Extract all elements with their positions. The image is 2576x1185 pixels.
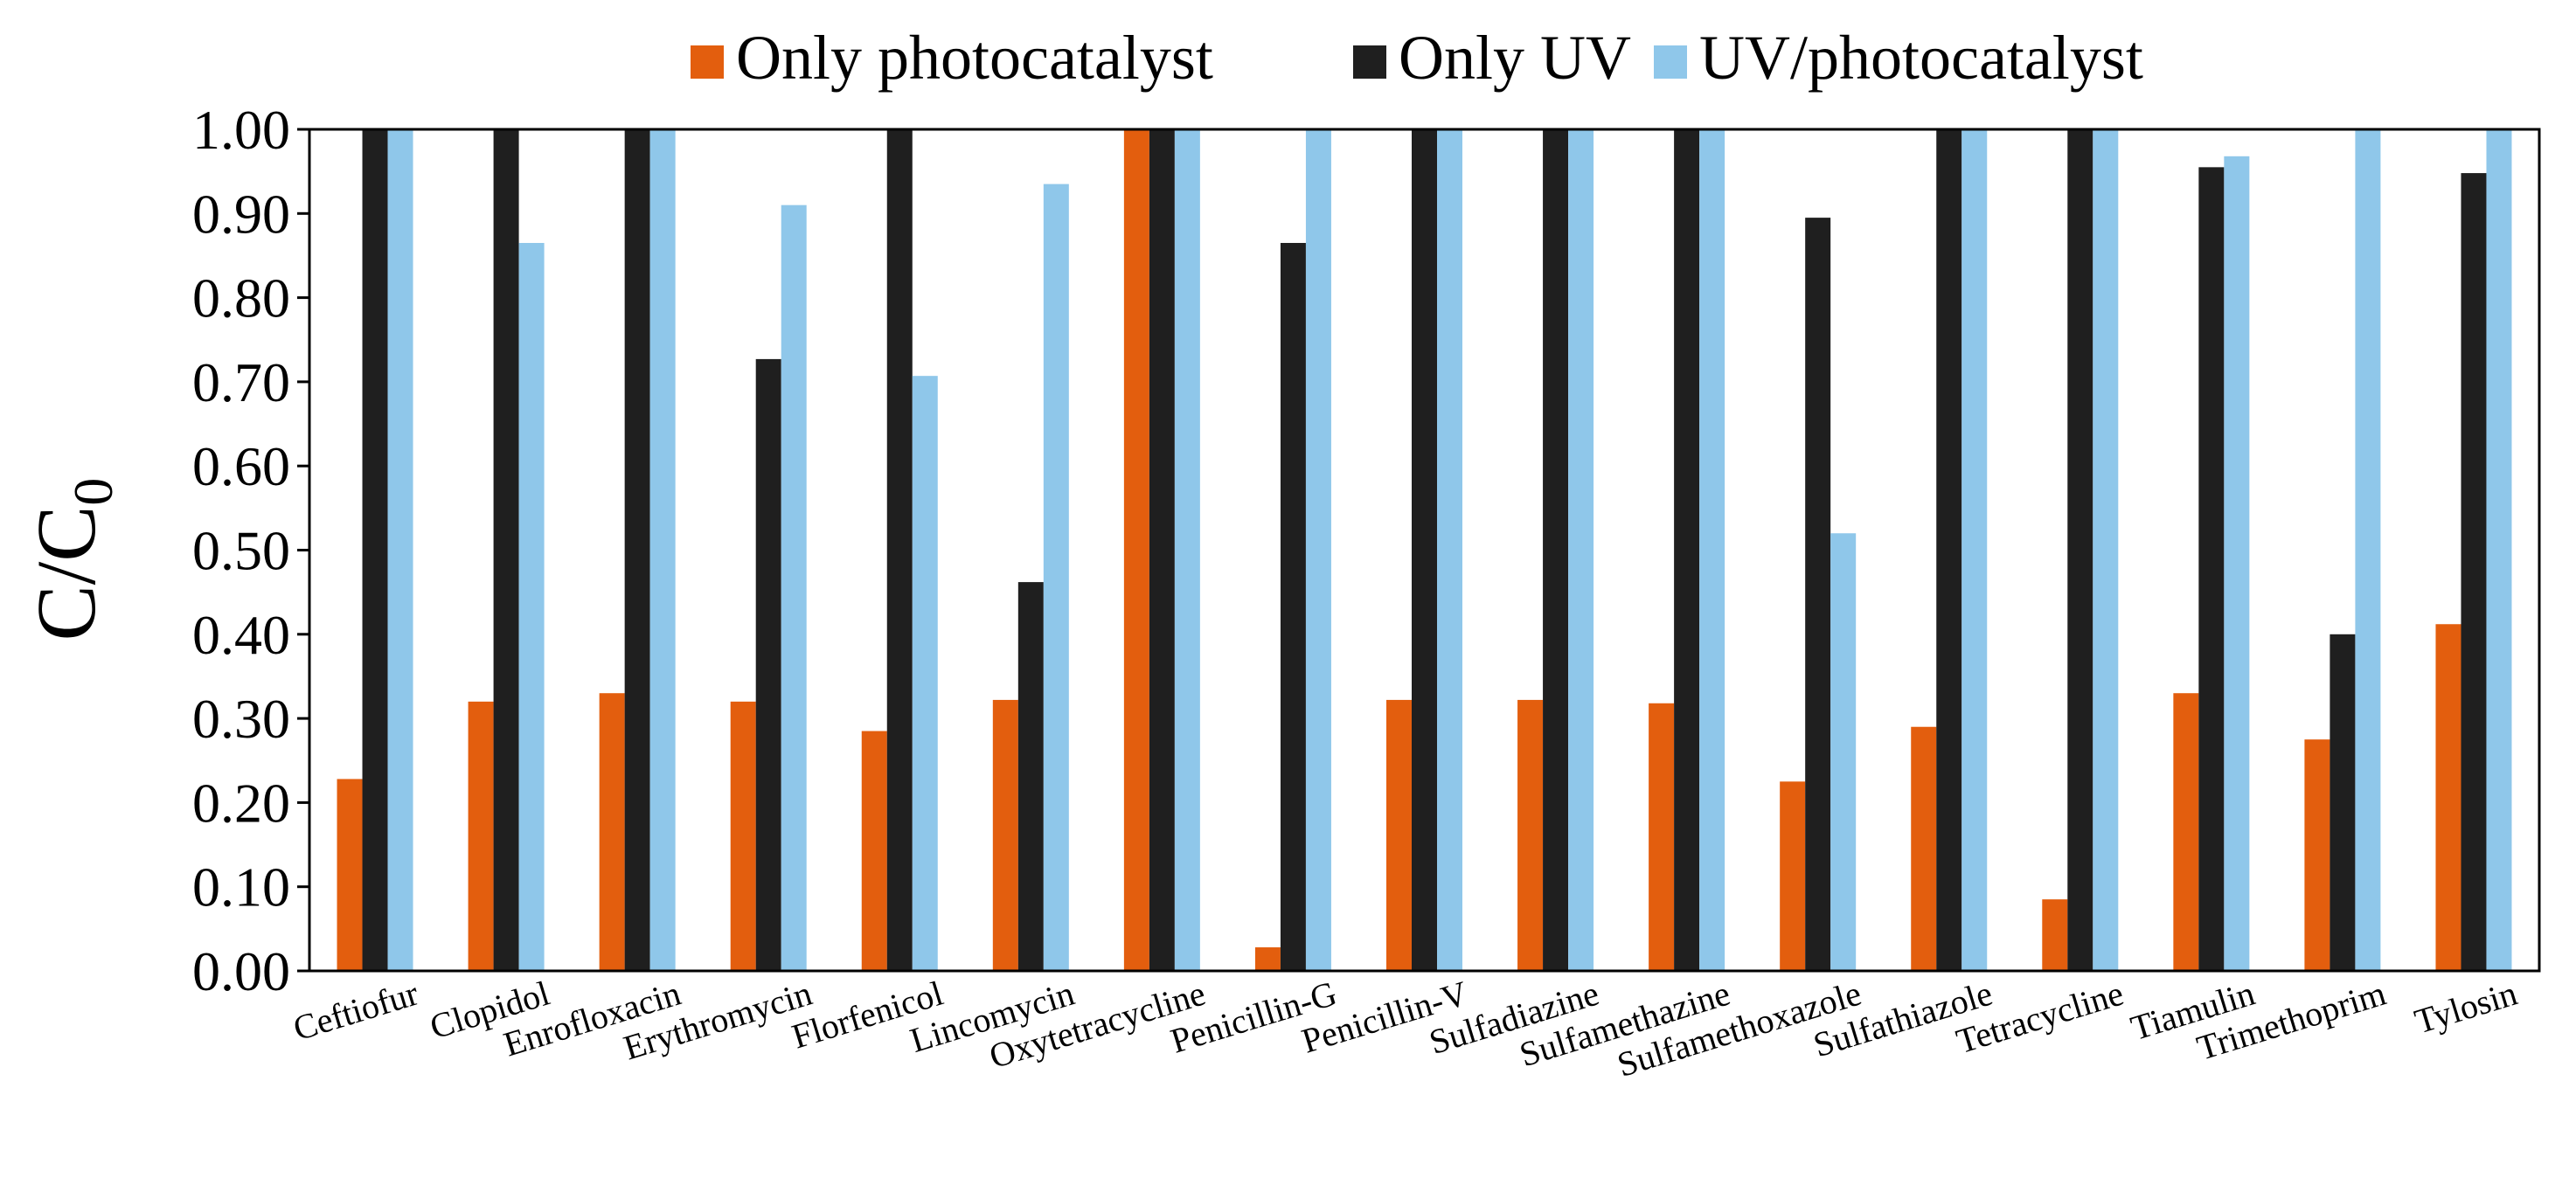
bar-trimethoprim-series-3 bbox=[2355, 129, 2381, 971]
bar-tiamulin-series-2 bbox=[2198, 167, 2225, 971]
y-tick-label: 0.10 bbox=[192, 856, 290, 918]
x-tick-label: Tylosin bbox=[2410, 974, 2521, 1042]
bar-ceftiofur-series-3 bbox=[387, 129, 413, 971]
bar-sulfathiazole-series-1 bbox=[1911, 726, 1937, 971]
bar-florfenicol-series-2 bbox=[886, 129, 913, 971]
bar-ceftiofur-series-2 bbox=[362, 129, 388, 971]
bar-enrofloxacin-series-1 bbox=[599, 693, 625, 971]
bar-sulfamethoxazole-series-2 bbox=[1805, 218, 1831, 972]
bar-sulfamethazine-series-1 bbox=[1649, 703, 1675, 971]
bar-penicillin-g-series-1 bbox=[1254, 947, 1281, 971]
bar-sulfamethoxazole-series-3 bbox=[1830, 533, 1857, 971]
bar-sulfamethazine-series-2 bbox=[1674, 129, 1700, 971]
bar-lincomycin-series-3 bbox=[1043, 184, 1069, 972]
bar-sulfadiazine-series-1 bbox=[1517, 699, 1544, 971]
bar-erythromycin-series-1 bbox=[730, 701, 756, 971]
bar-clopidol-series-2 bbox=[493, 129, 519, 971]
y-tick-label: 0.20 bbox=[192, 772, 290, 834]
y-tick-label: 0.50 bbox=[192, 520, 290, 582]
bar-clopidol-series-1 bbox=[468, 701, 494, 971]
bar-tetracycline-series-2 bbox=[2067, 129, 2093, 971]
legend-label: Only photocatalyst bbox=[736, 23, 1213, 93]
bar-penicillin-v-series-3 bbox=[1437, 129, 1462, 971]
y-axis: 0.00 0.10 0.20 0.30 0.40 0.50 0.60 0.70 0.80 0.90… bbox=[192, 99, 309, 1002]
y-tick-label: 0.80 bbox=[192, 267, 290, 329]
bar-enrofloxacin-series-2 bbox=[624, 129, 650, 971]
bar-clopidol-series-3 bbox=[518, 243, 545, 971]
bar-tiamulin-series-3 bbox=[2224, 156, 2250, 972]
legend-label: UV/photocatalyst bbox=[1699, 23, 2143, 93]
bar-tiamulin-series-1 bbox=[2173, 693, 2199, 971]
bar-oxytetracycline-series-2 bbox=[1149, 129, 1175, 971]
plot-frame bbox=[308, 128, 2541, 973]
bar-tylosin-series-3 bbox=[2486, 129, 2512, 971]
bar-ceftiofur-series-1 bbox=[337, 779, 363, 971]
x-axis: Ceftiofur ClopidolEnrofloxacinErythromyci… bbox=[288, 974, 2521, 1085]
y-tick-label: 0.00 bbox=[192, 940, 290, 1002]
legend-swatch bbox=[691, 45, 724, 79]
y-tick-label: 0.70 bbox=[192, 351, 290, 413]
bar-erythromycin-series-3 bbox=[781, 204, 807, 972]
bar-florfenicol-series-3 bbox=[912, 376, 938, 971]
bar-sulfadiazine-series-2 bbox=[1543, 129, 1569, 971]
bar-florfenicol-series-1 bbox=[861, 731, 887, 971]
legend-swatch bbox=[1353, 45, 1386, 79]
y-tick-label: 1.00 bbox=[192, 99, 290, 161]
bar-penicillin-g-series-2 bbox=[1280, 243, 1306, 971]
bar-tylosin-series-1 bbox=[2435, 624, 2461, 971]
bar-sulfathiazole-series-3 bbox=[1962, 129, 1988, 971]
y-tick-label: 0.30 bbox=[192, 688, 290, 750]
bar-sulfamethazine-series-3 bbox=[1699, 129, 1725, 971]
y-tick-label: 0.40 bbox=[192, 604, 290, 666]
bar-sulfadiazine-series-3 bbox=[1568, 129, 1594, 971]
bar-penicillin-v-series-1 bbox=[1386, 699, 1412, 971]
legend-label: Only UV bbox=[1399, 23, 1631, 93]
y-tick-label: 0.60 bbox=[192, 435, 290, 497]
bar-trimethoprim-series-1 bbox=[2304, 739, 2330, 971]
bar-erythromycin-series-2 bbox=[755, 358, 781, 971]
bar-tylosin-series-2 bbox=[2461, 173, 2487, 972]
y-tick-label: 0.90 bbox=[192, 183, 290, 245]
legend-swatch bbox=[1654, 45, 1687, 79]
bar-enrofloxacin-series-3 bbox=[649, 129, 676, 971]
bar-sulfathiazole-series-2 bbox=[1936, 129, 1962, 971]
bar-penicillin-v-series-2 bbox=[1412, 129, 1437, 971]
bar-sulfamethoxazole-series-1 bbox=[1780, 781, 1806, 971]
bar-tetracycline-series-1 bbox=[2042, 899, 2068, 971]
x-tick-label: Ceftiofur bbox=[288, 974, 422, 1049]
y-axis-title: C/C0 bbox=[19, 478, 124, 641]
bar-oxytetracycline-series-1 bbox=[1123, 129, 1149, 971]
legend: Only photocatalyst Only UV UV/photocatalys… bbox=[691, 23, 2143, 93]
bar-trimethoprim-series-2 bbox=[2330, 634, 2356, 971]
bar-lincomycin-series-2 bbox=[1017, 582, 1044, 971]
bar-lincomycin-series-1 bbox=[992, 699, 1018, 971]
bar-oxytetracycline-series-3 bbox=[1174, 129, 1200, 971]
bar-tetracycline-series-3 bbox=[2093, 129, 2119, 971]
bars bbox=[337, 129, 2512, 972]
bar-penicillin-g-series-3 bbox=[1305, 129, 1331, 971]
